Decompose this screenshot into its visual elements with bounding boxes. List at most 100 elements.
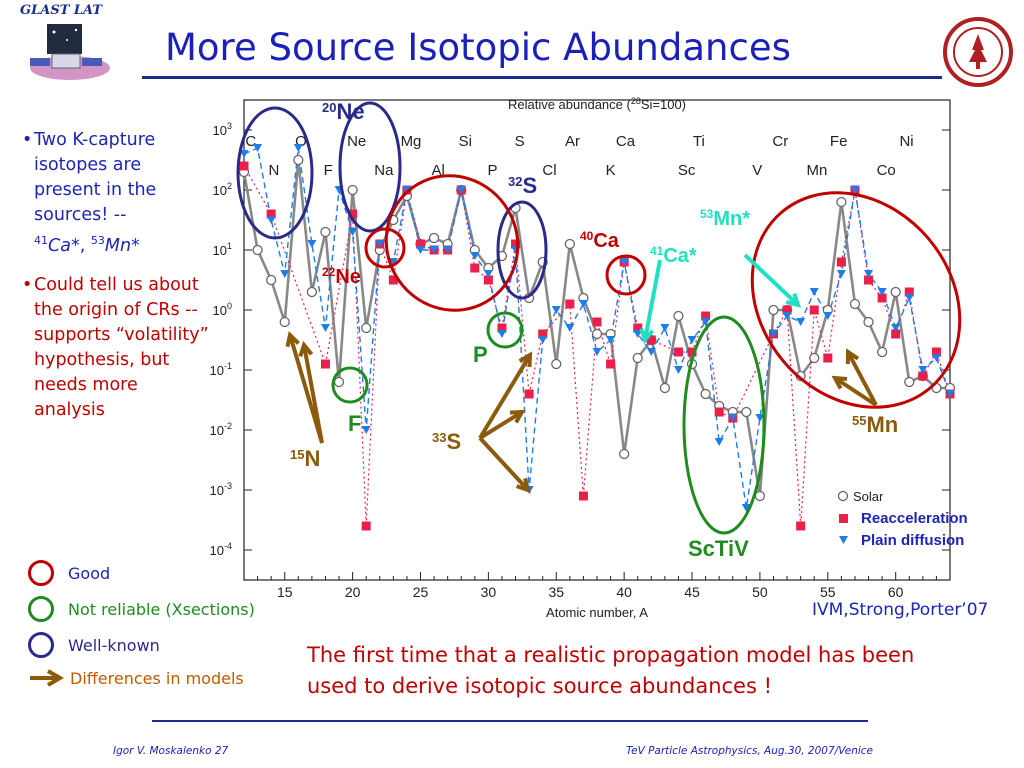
footer-rule (152, 720, 868, 722)
plain-diffusion-point (416, 246, 425, 254)
legend-label: Differences in models (70, 668, 244, 688)
plain-diffusion-point (320, 324, 330, 332)
reacceleration-point (782, 305, 792, 315)
reacceleration-point (388, 275, 398, 285)
element-label: Ti (693, 133, 705, 150)
isotope-element: Mn* (104, 235, 140, 256)
element-label: F (324, 162, 333, 179)
element-label: Cl (542, 162, 556, 179)
isotope-label: 20Ne (322, 99, 365, 124)
plain-diffusion-point (470, 252, 480, 260)
x-tick-label: 50 (752, 584, 768, 600)
plain-diffusion-point (728, 414, 738, 422)
footer-conference: TeV Particle Astrophysics, Aug.30, 2007/… (626, 745, 874, 757)
solar-point (876, 346, 888, 358)
reacceleration-point (483, 275, 493, 285)
solar-point (347, 184, 358, 196)
reacceleration-point (673, 347, 683, 357)
annotation-ring (384, 174, 520, 312)
element-label: Cr (772, 133, 788, 150)
conclusion-text: The first time that a realistic propagat… (307, 643, 915, 698)
element-label: Mn (807, 162, 828, 179)
x-axis-label: Atomic number, A (546, 605, 648, 620)
reacceleration-point (511, 239, 521, 249)
solar-point (333, 376, 345, 388)
plain-diffusion-point (361, 426, 371, 434)
annotation-ring (338, 101, 402, 233)
plain-diffusion-point (633, 330, 643, 338)
plain-diffusion-point (375, 240, 385, 248)
y-tick-label: 103 (213, 121, 232, 138)
reacceleration-point (538, 329, 548, 339)
y-tick-label: 102 (213, 181, 232, 198)
plain-diffusion-point (877, 288, 887, 296)
reacceleration-point (877, 293, 887, 303)
legend-label: Reacceleration (861, 510, 968, 527)
annotation-arrow (478, 353, 532, 440)
green-circle-icon (28, 596, 54, 622)
plain-diffusion-point (497, 330, 507, 338)
title-underline (142, 76, 942, 79)
plain-diffusion-point (769, 330, 778, 338)
isotope-label: ScTiV (688, 536, 749, 561)
reacceleration-point (633, 323, 643, 333)
plain-diffusion-point (918, 366, 928, 374)
reacceleration-point (864, 275, 874, 285)
bullet-text: Could tell us about the origin of CRs --… (34, 274, 209, 420)
y-tick-label: 10-1 (210, 361, 232, 378)
isotope-label: 32S (508, 173, 537, 198)
plain-diffusion-point (266, 216, 276, 224)
y-tick-label: 10-3 (210, 481, 232, 498)
x-tick-label: 55 (820, 584, 836, 600)
plain-diffusion-point (796, 318, 806, 326)
solar-point (266, 274, 277, 286)
plain-diffusion-point (714, 438, 724, 446)
plain-diffusion-point (836, 270, 846, 278)
plain-diffusion-point (823, 312, 833, 320)
reacceleration-point (361, 521, 371, 531)
solar-point (849, 298, 861, 310)
plain-diffusion-point (551, 306, 561, 314)
plain-diffusion-point (619, 258, 629, 266)
solar-point (564, 238, 575, 250)
annotation-ring (331, 366, 369, 404)
annotation-arrow (833, 376, 878, 407)
annotation-arrow (643, 259, 662, 341)
x-tick-label: 15 (277, 584, 293, 600)
reacceleration-point (687, 347, 697, 357)
plain-diffusion-point (741, 504, 751, 512)
solar-point (428, 232, 440, 244)
plain-diffusion-point (701, 318, 711, 326)
element-label: P (487, 162, 497, 179)
plain-diffusion-point (402, 186, 412, 194)
legend-label: Plain diffusion (861, 532, 964, 549)
element-label: Ni (899, 133, 913, 150)
reacceleration-point (497, 323, 507, 333)
legend-label: Good (68, 563, 111, 583)
element-label: K (606, 162, 616, 179)
annotation-arrowhead (285, 331, 300, 348)
reacceleration-point (606, 359, 616, 369)
reacceleration-point (918, 371, 928, 381)
element-label: Mg (401, 133, 422, 150)
plain-diffusion-point (755, 414, 765, 422)
isotope-label: F (348, 411, 361, 436)
solar-point (741, 406, 752, 418)
x-tick-label: 25 (413, 584, 429, 600)
chart-title: Relative abundance (28Si=100) (508, 96, 686, 112)
element-label: Si (459, 133, 472, 150)
solar-point (252, 244, 263, 256)
element-label: Fe (830, 133, 848, 150)
annotation-arrow (302, 344, 324, 444)
annotation-ring (605, 254, 647, 296)
annotation-ring (496, 200, 548, 300)
plain-diffusion-point (646, 348, 656, 356)
plain-diffusion-point (456, 186, 466, 194)
annotation-arrowhead (831, 375, 848, 390)
isotope-label: 40Ca (580, 229, 620, 252)
plain-diffusion-point (673, 366, 683, 374)
reacceleration-point (836, 257, 846, 267)
isotope-label: P (473, 342, 488, 367)
plain-diffusion-point (891, 324, 901, 332)
blue-circle-icon (28, 632, 54, 658)
